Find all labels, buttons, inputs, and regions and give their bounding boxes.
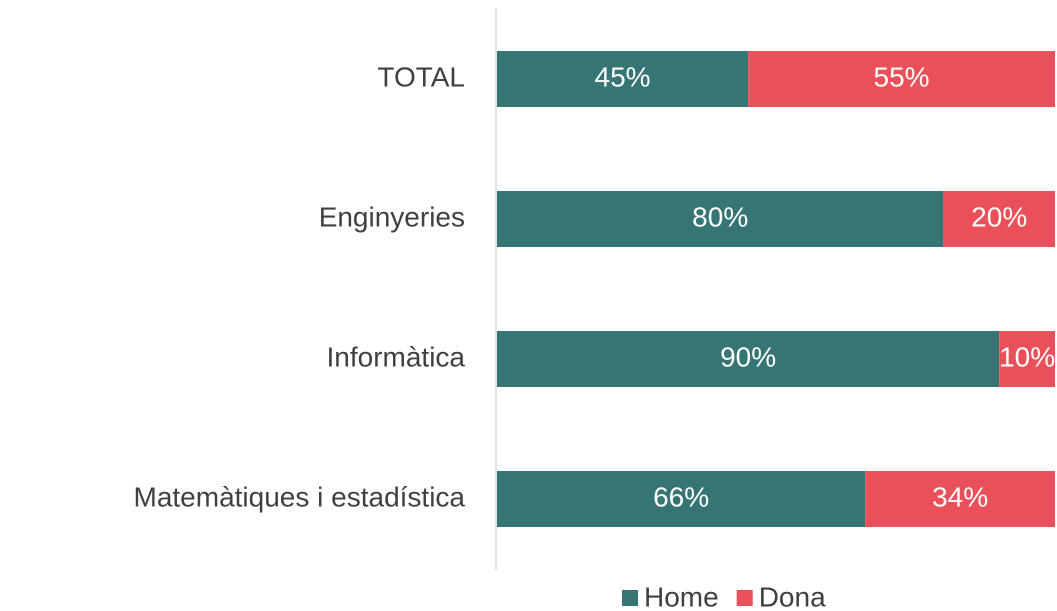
legend-label: Dona	[759, 581, 826, 611]
bar-segment	[497, 51, 749, 107]
value-label: 34%	[932, 481, 988, 512]
bar-segment	[497, 191, 944, 247]
category-label: Matemàtiques i estadística	[134, 481, 466, 512]
bar-segment	[497, 471, 866, 527]
category-label: Informàtica	[327, 341, 466, 372]
value-label: 45%	[595, 61, 651, 92]
legend-swatch	[736, 590, 753, 606]
bar-segment	[865, 471, 1055, 527]
bar-segment	[497, 331, 1000, 387]
value-label: 90%	[720, 341, 776, 372]
value-label: 10%	[999, 341, 1055, 372]
bar-segment	[999, 331, 1055, 387]
value-label: 55%	[874, 61, 930, 92]
category-label: TOTAL	[377, 61, 465, 92]
value-label: 20%	[971, 201, 1027, 232]
legend-label: Home	[644, 581, 719, 611]
bar-segment	[748, 51, 1055, 107]
value-label: 66%	[653, 481, 709, 512]
bar-segment	[943, 191, 1055, 247]
value-label: 80%	[692, 201, 748, 232]
category-label: Enginyeries	[319, 201, 465, 232]
legend-swatch	[622, 590, 638, 606]
